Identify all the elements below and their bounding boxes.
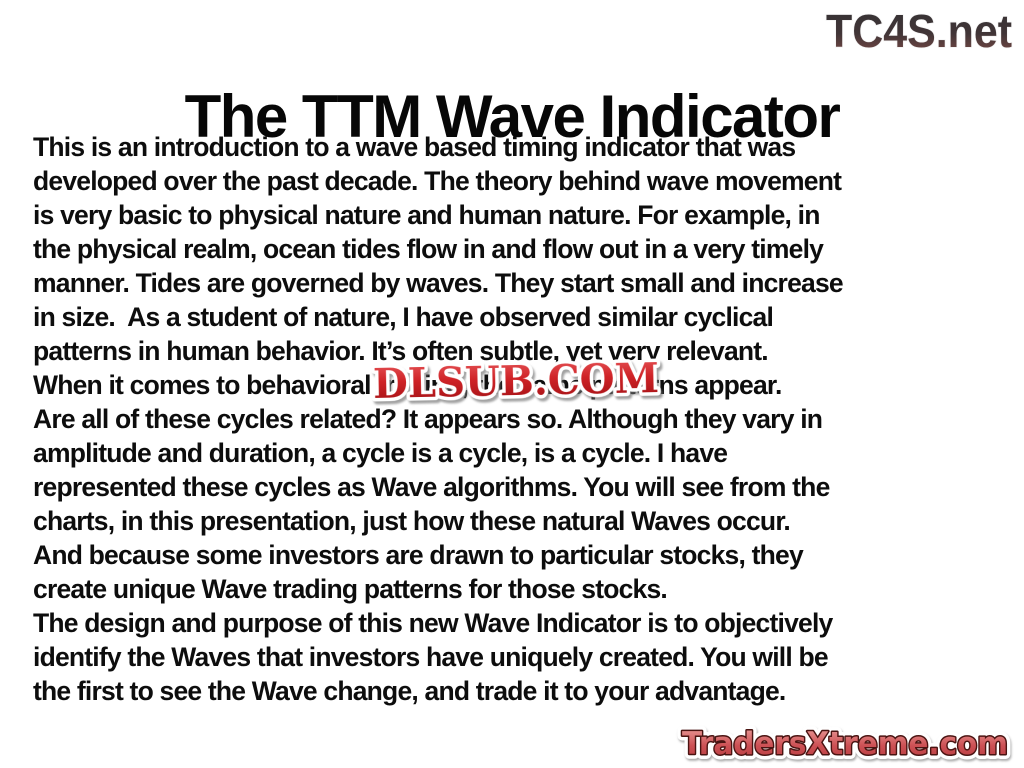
tc4s-watermark-text: TC4S.net [826, 5, 1012, 57]
tradersxtreme-watermark-outline: TradersXtreme.com [682, 726, 1008, 762]
body-line: the first to see the Wave change, and tr… [33, 676, 786, 706]
body-line: The design and purpose of this new Wave … [33, 608, 833, 638]
body-line: identify the Waves that investors have u… [33, 642, 829, 672]
body-line: amplitude and duration, a cycle is a cyc… [33, 438, 728, 468]
body-line: This is an introduction to a wave based … [33, 132, 796, 162]
body-line: Are all of these cycles related? It appe… [33, 404, 823, 434]
body-line: And because some investors are drawn to … [33, 540, 804, 570]
body-line: developed over the past decade. The theo… [33, 166, 842, 196]
body-line: create unique Wave trading patterns for … [33, 574, 668, 604]
body-line: is very basic to physical nature and hum… [33, 200, 820, 230]
dlsub-watermark: DLSUB.COM [363, 348, 668, 412]
slide-title: The TTM Wave Indicator [184, 83, 841, 151]
body-line: charts, in this presentation, just how t… [33, 506, 791, 536]
body-line: patterns in human behavior. It’s often s… [33, 336, 769, 366]
tradersxtreme-watermark: TradersXtreme.com TradersXtreme.com [670, 716, 1020, 768]
body-line: represented these cycles as Wave algorit… [33, 472, 830, 502]
dlsub-watermark-text: DLSUB.COM [373, 354, 660, 408]
tc4s-watermark: TC4S.net [824, 4, 1016, 58]
dlsub-logo-graphic: DLSUB.COM [369, 351, 663, 412]
body-line: the physical realm, ocean tides flow in … [33, 234, 824, 264]
tc4s-logo-graphic: TC4S.net [825, 4, 1013, 58]
tradersxtreme-watermark-text: TradersXtreme.com [682, 726, 1008, 762]
slide-body: This is an introduction to a wave based … [33, 130, 1008, 708]
body-line: manner. Tides are governed by waves. The… [33, 268, 844, 298]
body-line: in size. As a student of nature, I have … [33, 302, 774, 332]
body-line: When it comes to behavioral trading, the… [33, 370, 782, 400]
tradersxtreme-logo-graphic: TradersXtreme.com TradersXtreme.com [677, 721, 1013, 767]
